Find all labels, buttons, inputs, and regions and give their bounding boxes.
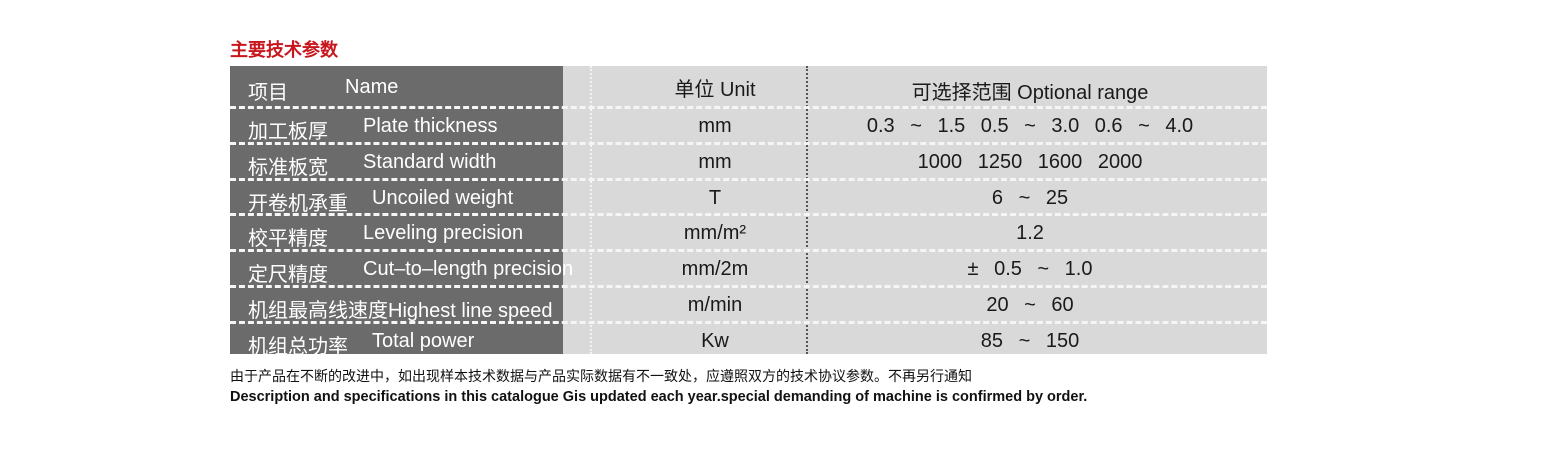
table-row: 开卷机承重 Uncoiled weight T 6 ~ 25 bbox=[230, 177, 1267, 215]
column-divider bbox=[590, 66, 592, 354]
row-unit: T bbox=[708, 186, 722, 209]
table-row: 标准板宽 Standard width mm 1000 1250 1600 2000 bbox=[230, 141, 1267, 179]
row-range: 1.2 bbox=[1016, 222, 1044, 245]
row-name-cn: 定尺精度 bbox=[248, 264, 328, 287]
section-title: 主要技术参数 Specifications bbox=[230, 36, 447, 62]
table-row: 机组总功率 Total power Kw 85 ~ 150 bbox=[230, 320, 1267, 358]
row-unit: Kw bbox=[701, 329, 729, 352]
row-unit: mm bbox=[698, 150, 732, 173]
row-name-en: Highest line speed bbox=[388, 300, 553, 322]
column-divider bbox=[806, 66, 808, 354]
row-unit: mm bbox=[698, 115, 732, 137]
title-cn: 主要技术参数 bbox=[230, 40, 338, 60]
header-unit: 单位 Unit bbox=[674, 79, 756, 101]
row-unit: m/min bbox=[687, 294, 743, 316]
table-row: 定尺精度 Cut–to–length precision mm/2m ± 0.5 ~ … bbox=[230, 249, 1267, 287]
row-name-cn: 机组最高线速度Highest line speed bbox=[248, 300, 553, 322]
row-range: 85 ~ 150 bbox=[980, 329, 1080, 352]
note-en: Description and specifications in this c… bbox=[230, 389, 1088, 405]
row-name-cn: 标准板宽 bbox=[248, 156, 328, 179]
row-range: 0.3 ~ 1.5 0.5 ~ 3.0 0.6 ~ 4.0 bbox=[866, 115, 1194, 137]
row-name-cn: 校平精度 bbox=[248, 228, 328, 251]
header-name-en: Name bbox=[345, 76, 399, 98]
row-unit: mm/m² bbox=[683, 222, 747, 245]
table-row: 机组最高线速度Highest line speed m/min 20 ~ 60 bbox=[230, 285, 1267, 322]
row-name-cn: 开卷机承重 bbox=[248, 192, 348, 215]
table-row: 校平精度 Leveling precision mm/m² 1.2 bbox=[230, 213, 1267, 251]
row-unit: mm/2m bbox=[681, 258, 749, 281]
row-range: 1000 1250 1600 2000 bbox=[917, 150, 1143, 173]
row-range: ± 0.5 ~ 1.0 bbox=[967, 258, 1093, 281]
name-column-bg bbox=[230, 66, 563, 354]
row-range: 6 ~ 25 bbox=[991, 186, 1069, 209]
row-name-en: Total power bbox=[372, 329, 475, 352]
row-name-en: Standard width bbox=[363, 150, 497, 173]
row-name-en: Cut–to–length precision bbox=[363, 258, 574, 281]
table-row: 加工板厚 Plate thickness mm 0.3 ~ 1.5 0.5 ~ 3.0… bbox=[230, 106, 1267, 143]
row-name-cn: 加工板厚 bbox=[248, 121, 328, 143]
row-range: 20 ~ 60 bbox=[986, 294, 1074, 316]
note-cn: 由于产品在不断的改进中，如出现样本技术数据与产品实际数据有不一致处，应遵照双方的… bbox=[230, 368, 972, 384]
row-name-en: Plate thickness bbox=[363, 115, 498, 137]
row-name-cn: 机组总功率 bbox=[248, 335, 348, 358]
title-en: Specifications bbox=[342, 42, 448, 59]
header-name-cn: 项目 bbox=[248, 82, 288, 104]
row-name-en: Leveling precision bbox=[363, 222, 524, 245]
header-row: 项目 Name 单位 Unit 可选择范围 Optional range bbox=[230, 70, 1267, 108]
spec-table: 项目 Name 单位 Unit 可选择范围 Optional range 加工板… bbox=[230, 66, 1267, 358]
header-range: 可选择范围 Optional range bbox=[911, 82, 1149, 104]
row-name-en: Uncoiled weight bbox=[372, 186, 514, 209]
